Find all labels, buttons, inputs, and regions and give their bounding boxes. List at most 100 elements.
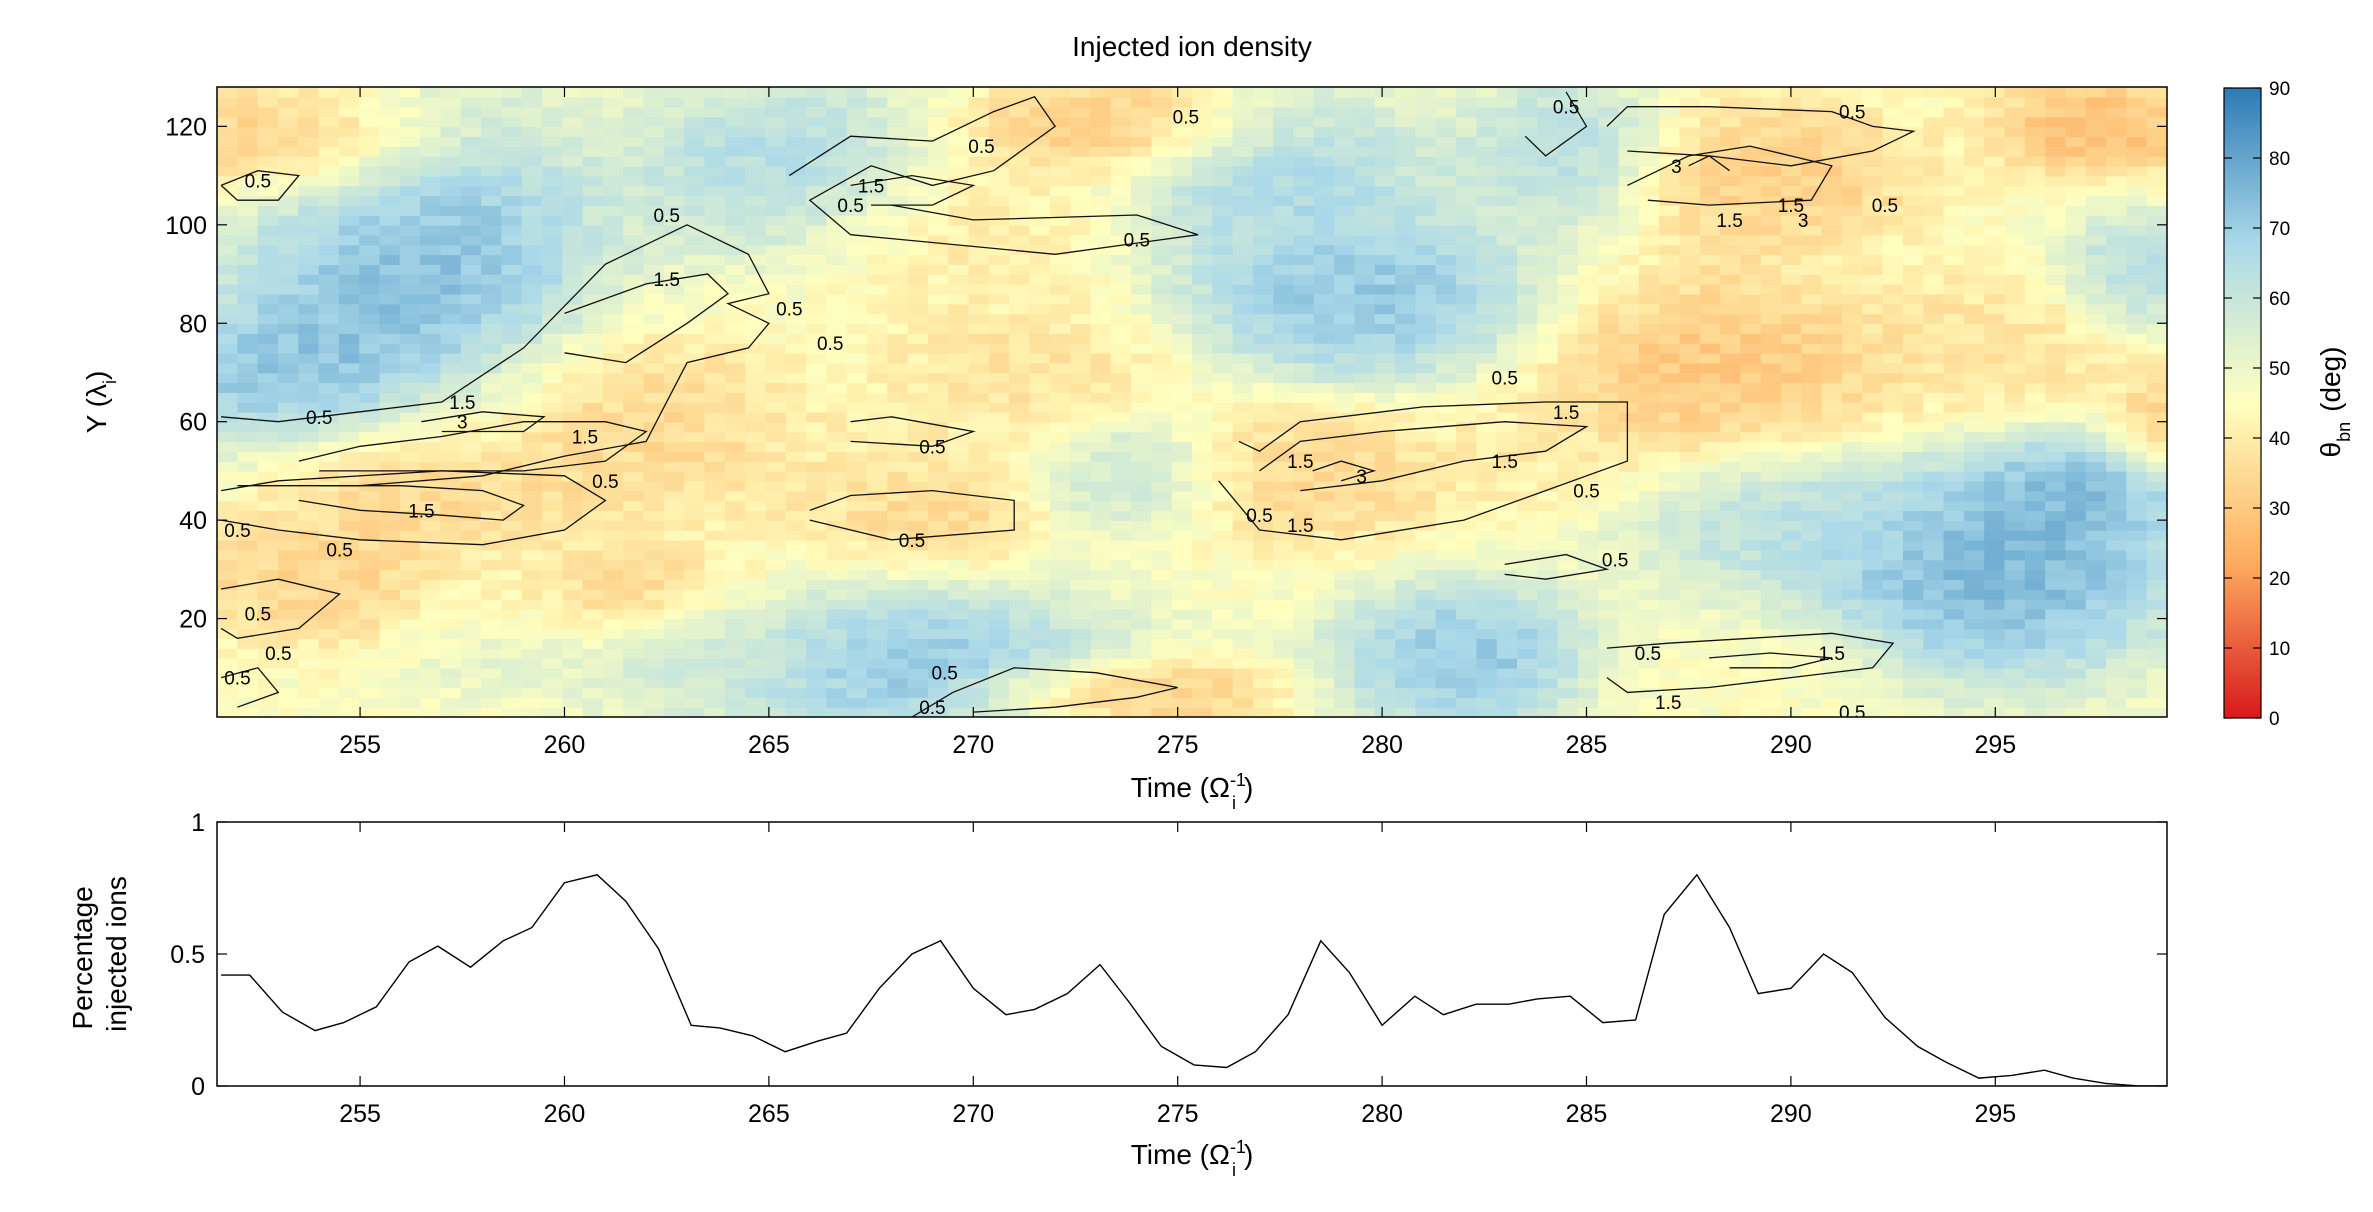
heatmap-cell — [1009, 431, 1031, 443]
heatmap-cell — [1760, 451, 1782, 462]
heatmap-cell — [217, 667, 239, 679]
heatmap-cell — [907, 451, 929, 462]
heatmap-cell — [1151, 677, 1173, 689]
heatmap-cell — [1313, 244, 1335, 256]
heatmap-cell — [542, 608, 564, 620]
heatmap-cell — [684, 175, 706, 187]
heatmap-cell — [1192, 205, 1214, 216]
heatmap-cell — [338, 589, 360, 600]
heatmap-cell — [359, 155, 381, 167]
heatmap-cell — [1131, 185, 1153, 197]
heatmap-cell — [1577, 165, 1600, 177]
heatmap-cell — [867, 677, 889, 689]
heatmap-cell — [460, 638, 482, 649]
heatmap-cell — [826, 96, 848, 108]
heatmap-cell — [1334, 697, 1356, 708]
heatmap-cell — [582, 96, 604, 108]
heatmap-cell — [1415, 382, 1437, 393]
heatmap-cell — [1456, 539, 1478, 551]
heatmap-cell — [1313, 411, 1335, 423]
heatmap-cell — [948, 500, 970, 512]
heatmap-cell — [1598, 382, 1620, 393]
heatmap-cell — [542, 687, 564, 699]
heatmap-cell — [359, 667, 381, 679]
heatmap-cell — [318, 589, 340, 600]
heatmap-cell — [1354, 441, 1376, 453]
heatmap-cell — [1435, 362, 1457, 374]
heatmap-cell — [1131, 579, 1153, 590]
heatmap-cell — [1699, 362, 1721, 374]
heatmap-cell — [460, 608, 482, 620]
heatmap-cell — [521, 589, 543, 600]
heatmap-cell — [1638, 549, 1660, 561]
heatmap-cell — [1273, 333, 1295, 344]
heatmap-cell — [826, 293, 848, 305]
heatmap-cell — [826, 146, 848, 157]
heatmap-cell — [927, 638, 950, 649]
heatmap-cell — [1577, 441, 1600, 453]
heatmap-cell — [867, 657, 889, 669]
heatmap-cell — [826, 569, 848, 580]
heatmap-cell — [420, 106, 442, 118]
heatmap-cell — [1070, 283, 1092, 295]
heatmap-cell — [338, 234, 360, 246]
heatmap-cell — [704, 618, 726, 630]
heatmap-cell — [602, 421, 625, 433]
heatmap-cell — [1090, 470, 1112, 482]
heatmap-cell — [704, 461, 726, 472]
heatmap-cell — [1496, 116, 1518, 128]
heatmap-cell — [927, 569, 950, 580]
heatmap-cell — [623, 155, 645, 167]
heatmap-cell — [785, 411, 807, 423]
heatmap-cell — [1110, 559, 1132, 571]
heatmap-cell — [1070, 382, 1092, 393]
heatmap-cell — [1049, 402, 1071, 413]
heatmap-cell — [1009, 490, 1031, 502]
heatmap-cell — [481, 244, 503, 256]
heatmap-cell — [298, 244, 320, 256]
heatmap-cell — [1334, 283, 1356, 295]
heatmap-cell — [724, 96, 746, 108]
heatmap-cell — [1192, 559, 1214, 571]
heatmap-cell — [257, 500, 279, 512]
heatmap-cell — [1618, 657, 1640, 669]
heatmap-cell — [1374, 214, 1396, 226]
heatmap-cell — [623, 106, 645, 118]
heatmap-cell — [379, 648, 401, 659]
heatmap-cell — [968, 333, 990, 344]
heatmap-cell — [582, 274, 604, 285]
heatmap-cell — [1131, 313, 1153, 325]
heatmap-cell — [704, 421, 726, 433]
heatmap-cell — [968, 116, 990, 128]
heatmap-cell — [1577, 106, 1600, 118]
heatmap-cell — [663, 362, 685, 374]
heatmap-cell — [1415, 372, 1437, 384]
heatmap-cell — [1232, 136, 1254, 147]
heatmap-cell — [806, 608, 828, 620]
heatmap-cell — [1252, 293, 1275, 305]
heatmap-cell — [948, 323, 970, 334]
heatmap-cell — [440, 451, 462, 462]
heatmap-cell — [1070, 539, 1092, 551]
heatmap-cell — [602, 165, 625, 177]
heatmap-cell — [1293, 500, 1315, 512]
heatmap-cell — [1760, 283, 1782, 295]
heatmap-cell — [1334, 618, 1356, 630]
heatmap-cell — [846, 648, 868, 659]
heatmap-cell — [277, 451, 300, 462]
heatmap-cell — [602, 638, 625, 649]
heatmap-cell — [846, 510, 868, 521]
heatmap-cell — [1313, 116, 1335, 128]
heatmap-cell — [806, 303, 828, 315]
heatmap-cell — [1070, 313, 1092, 325]
heatmap-cell — [1049, 470, 1071, 482]
heatmap-cell — [785, 638, 807, 649]
heatmap-cell — [745, 126, 767, 138]
heatmap-cell — [562, 569, 584, 580]
heatmap-cell — [724, 480, 746, 492]
heatmap-cell — [420, 323, 442, 334]
heatmap-cell — [745, 382, 767, 393]
heatmap-cell — [602, 392, 625, 403]
heatmap-cell — [1252, 539, 1275, 551]
heatmap-cell — [1090, 175, 1112, 187]
